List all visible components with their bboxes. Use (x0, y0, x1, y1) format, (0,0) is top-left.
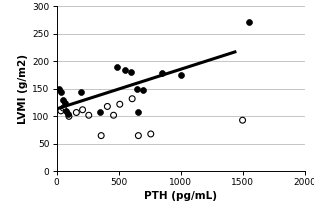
Point (141, 88, 146, 92)
Point (115, 65, 120, 69)
Point (61, 98, 66, 102)
Point (111, 113, 116, 117)
Point (86, 113, 91, 117)
Point (246, 20, 251, 23)
Point (79, 90, 84, 93)
Point (117, 103, 122, 106)
Point (136, 110, 141, 114)
Point (135, 87, 140, 90)
Point (65, 112, 70, 115)
X-axis label: PTH (pg/mL): PTH (pg/mL) (144, 191, 217, 201)
Point (178, 73, 183, 77)
Point (61, 106, 66, 110)
Point (136, 134, 141, 137)
Point (99, 134, 104, 137)
Point (80, 108, 85, 111)
Point (63, 101, 68, 104)
Point (64, 109, 69, 112)
Point (128, 71, 133, 74)
Point (57, 87, 62, 90)
Point (59, 90, 64, 93)
Point (160, 72, 165, 75)
Point (97, 110, 102, 114)
Point (130, 97, 135, 100)
Point (74, 111, 79, 114)
Point (105, 105, 110, 108)
Point (122, 68, 127, 71)
Point (148, 132, 153, 136)
Point (58, 109, 63, 112)
Y-axis label: LVMI (g/m2): LVMI (g/m2) (18, 54, 28, 124)
Point (240, 119, 245, 122)
Point (67, 115, 72, 118)
